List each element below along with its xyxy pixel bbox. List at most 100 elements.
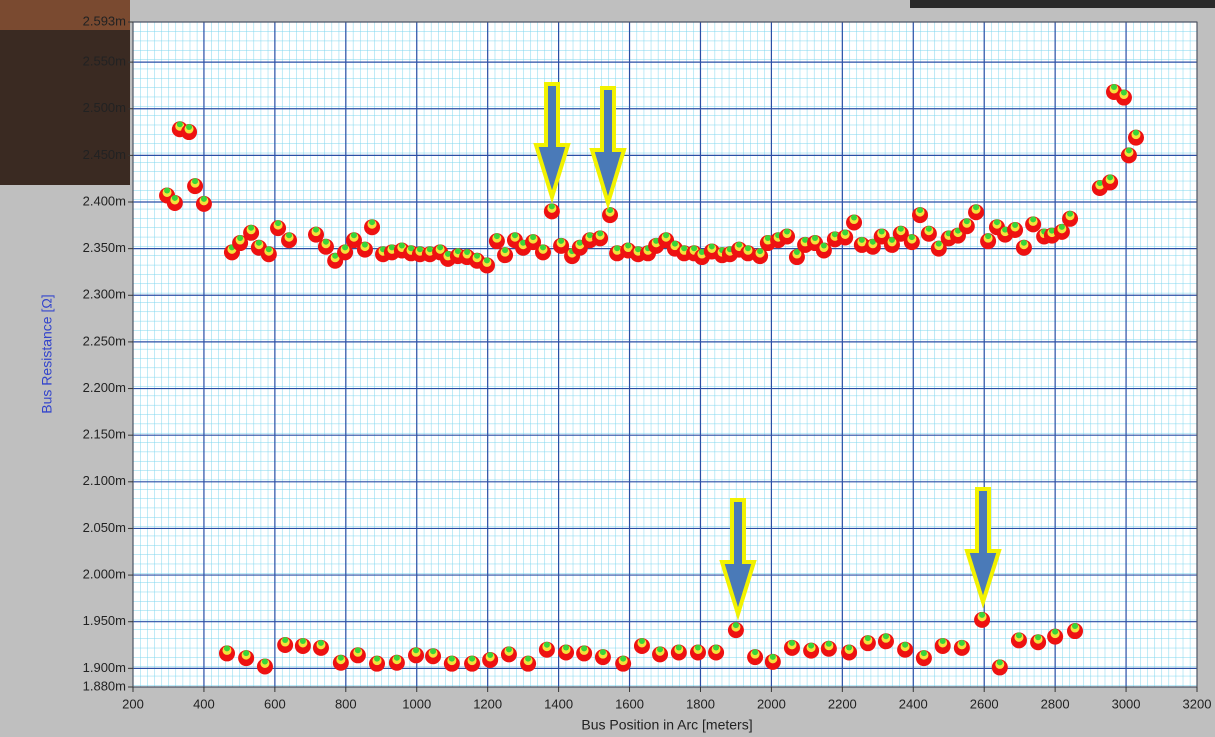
point-highlight <box>1052 629 1058 635</box>
y-tick-label: 2.400m <box>83 193 126 208</box>
x-tick-label: 1000 <box>402 696 431 711</box>
point-highlight <box>765 235 771 241</box>
point-highlight <box>300 638 306 644</box>
point-highlight <box>940 638 946 644</box>
point-highlight <box>917 207 923 213</box>
point-highlight <box>1030 216 1036 222</box>
point-highlight <box>676 644 682 650</box>
point-highlight <box>1016 632 1022 638</box>
point-highlight <box>558 238 564 244</box>
x-tick-label: 2200 <box>828 696 857 711</box>
point-highlight <box>883 633 889 639</box>
x-tick-label: 1800 <box>686 696 715 711</box>
point-highlight <box>879 229 885 235</box>
point-highlight <box>1059 224 1065 230</box>
point-highlight <box>789 640 795 646</box>
point-highlight <box>530 234 536 240</box>
point-highlight <box>427 246 433 252</box>
point-highlight <box>635 246 641 252</box>
point-highlight <box>275 220 281 226</box>
point-highlight <box>1107 174 1113 180</box>
x-tick-label: 200 <box>122 696 144 711</box>
point-highlight <box>1133 130 1139 136</box>
y-tick-label: 2.150m <box>83 427 126 442</box>
point-highlight <box>1126 147 1132 153</box>
point-highlight <box>282 637 288 643</box>
point-highlight <box>164 187 170 193</box>
point-highlight <box>663 232 669 238</box>
x-tick-label: 3000 <box>1112 696 1141 711</box>
point-highlight <box>865 635 871 641</box>
point-highlight <box>639 638 645 644</box>
point-highlight <box>455 248 461 254</box>
y-tick-label: 2.000m <box>83 567 126 582</box>
point-highlight <box>921 650 927 656</box>
y-tick-label: 2.050m <box>83 520 126 535</box>
point-highlight <box>540 244 546 250</box>
point-highlight <box>909 234 915 240</box>
minor-grid <box>133 22 1197 687</box>
point-highlight <box>413 647 419 653</box>
point-highlight <box>262 658 268 664</box>
point-highlight <box>1012 222 1018 228</box>
point-highlight <box>614 245 620 251</box>
photo-fragment <box>910 0 1215 8</box>
point-highlight <box>394 655 400 661</box>
point-highlight <box>821 243 827 249</box>
y-tick-label: 1.950m <box>83 613 126 628</box>
point-highlight <box>512 232 518 238</box>
point-highlight <box>625 243 631 249</box>
point-highlight <box>808 643 814 649</box>
x-tick-label: 2000 <box>757 696 786 711</box>
x-tick-label: 800 <box>335 696 357 711</box>
point-highlight <box>549 203 555 209</box>
point-highlight <box>832 231 838 237</box>
point-highlight <box>374 656 380 662</box>
x-tick-label: 2400 <box>899 696 928 711</box>
x-tick-label: 1200 <box>473 696 502 711</box>
point-highlight <box>770 654 776 660</box>
point-highlight <box>464 249 470 255</box>
point-highlight <box>745 245 751 251</box>
point-highlight <box>544 642 550 648</box>
point-highlight <box>286 232 292 238</box>
point-highlight <box>898 226 904 232</box>
y-tick-label: 2.250m <box>83 333 126 348</box>
y-tick-label: 1.880m <box>83 678 126 693</box>
point-highlight <box>248 225 254 231</box>
point-highlight <box>484 257 490 263</box>
point-highlight <box>859 237 865 243</box>
point-highlight <box>449 656 455 662</box>
y-tick-label: 2.200m <box>83 380 126 395</box>
point-highlight <box>186 124 192 130</box>
point-highlight <box>256 240 262 246</box>
point-highlight <box>657 646 663 652</box>
point-highlight <box>201 196 207 202</box>
chart: Bus Position in Arc [meters] Bus Resista… <box>0 0 1215 737</box>
point-highlight <box>709 243 715 249</box>
y-tick-label: 2.350m <box>83 240 126 255</box>
point-highlight <box>681 245 687 251</box>
point-highlight <box>736 242 742 248</box>
point-highlight <box>351 232 357 238</box>
point-highlight <box>502 247 508 253</box>
point-highlight <box>752 649 758 655</box>
point-highlight <box>506 646 512 652</box>
point-highlight <box>243 650 249 656</box>
point-highlight <box>812 235 818 241</box>
point-highlight <box>266 246 272 252</box>
point-highlight <box>959 640 965 646</box>
point-highlight <box>487 652 493 658</box>
point-highlight <box>784 229 790 235</box>
point-highlight <box>713 644 719 650</box>
point-highlight <box>1097 180 1103 186</box>
y-tick-label: 2.100m <box>83 473 126 488</box>
point-highlight <box>525 656 531 662</box>
y-tick-label: 2.300m <box>83 287 126 302</box>
point-highlight <box>1067 211 1073 217</box>
point-highlight <box>323 239 329 245</box>
point-highlight <box>1072 623 1078 629</box>
point-highlight <box>369 219 375 225</box>
point-highlight <box>437 244 443 250</box>
point-highlight <box>338 655 344 661</box>
